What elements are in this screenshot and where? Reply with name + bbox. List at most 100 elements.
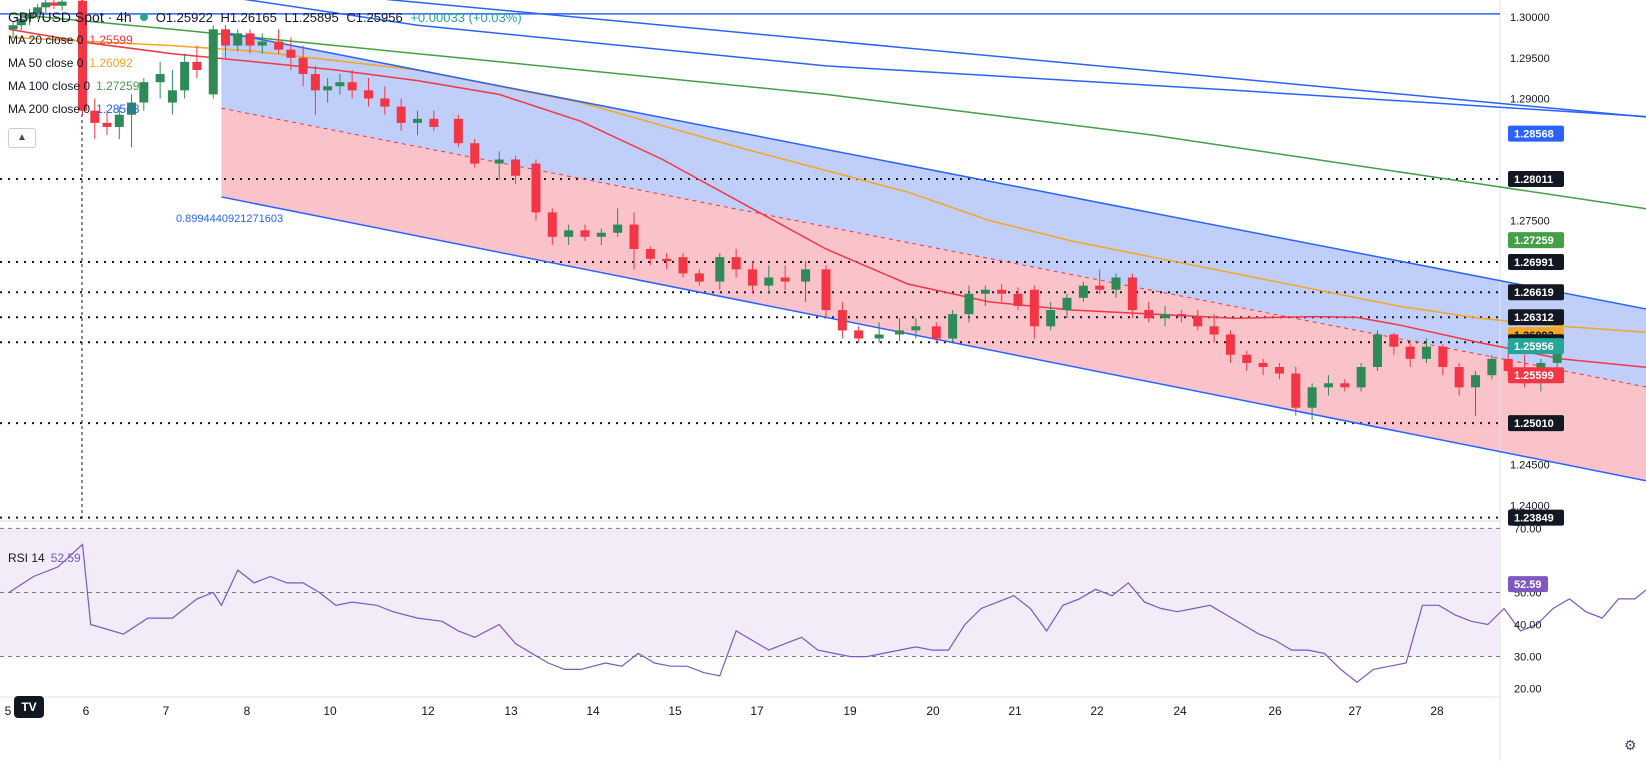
candle-body [1176,314,1186,317]
legend-value: 1.28568 [96,102,140,116]
candle-body [245,33,255,46]
candle-body [821,269,831,311]
candle-body [16,18,26,26]
price-badge-label: 1.28011 [1514,174,1553,186]
candle-body [948,314,958,339]
rsi-tick-label: 20.00 [1514,684,1542,696]
legend-label: MA 100 close 0 [8,79,91,93]
candle-body [895,330,905,335]
candle-body [33,7,43,14]
candle-body [470,143,480,164]
fib-level-label: 0.8994440921271603 [176,213,284,225]
high-value: H1.26165 [220,9,277,25]
candle-body [323,86,333,91]
candle-body [964,293,974,315]
candle-body [453,118,463,144]
time-tick-label: 27 [1348,704,1362,718]
time-tick-label: 15 [668,704,682,718]
chart-header: GBP/USD Spot · 4h O1.25922 H1.26165 L1.2… [8,9,526,25]
chevron-up-icon: ▲ [17,132,27,143]
symbol-title[interactable]: GBP/USD Spot · 4h [8,9,132,25]
legend-ma100[interactable]: MA 100 close 0 1.27259 [8,79,139,93]
candle-body [629,224,639,250]
candle-body [531,163,541,213]
channel-line [221,107,1646,388]
candle-body [801,269,811,282]
ma200-line [243,0,1646,118]
ma50-line [8,36,1646,333]
time-tick-label: 20 [926,704,940,718]
candle-body [613,224,623,233]
candle-body [347,82,357,91]
candle-body [1340,383,1350,388]
candle-body [127,102,137,115]
legend-ma20[interactable]: MA 20 close 0 1.25599 [8,33,133,47]
candle-body [298,57,308,75]
candle-body [1013,293,1023,306]
time-tick-label: 5 [5,704,12,718]
candle-body [429,118,439,127]
price-tick-label: 1.24500 [1510,460,1550,472]
price-badge [1508,338,1564,355]
time-tick-label: 12 [421,704,435,718]
time-tick-label: 19 [843,704,857,718]
candle-body [1029,289,1039,327]
channel-line [384,0,1646,118]
candle-body [1242,354,1252,363]
legend-ma50[interactable]: MA 50 close 0 1.26092 [8,56,133,70]
price-badge [1508,125,1564,142]
price-badge-label: 1.28568 [1514,129,1554,141]
legend-ma200[interactable]: MA 200 close 0 1.28568 [8,102,139,116]
candle-body [1503,358,1513,372]
candle-body [335,82,345,87]
candle-body [78,0,88,111]
rsi-legend-value: 52.59 [50,551,81,565]
rsi-line [8,543,1646,683]
price-badge-label: 1.27259 [1514,235,1554,247]
gear-icon[interactable]: ⚙ [1624,737,1637,753]
price-badge [1508,232,1564,249]
tradingview-logo-icon[interactable]: TV [14,696,44,718]
candle-body [1078,285,1088,298]
ma100-line [8,13,1646,210]
time-tick-label: 22 [1090,704,1104,718]
price-badge-label: 1.26312 [1514,312,1554,324]
candle-body [274,41,284,50]
change-value: +0.00033 (+0.03%) [410,9,522,25]
price-badge-label: 1.25010 [1514,418,1554,430]
price-tick-label: 1.24000 [1510,500,1550,512]
rsi-legend[interactable]: RSI 14 52.59 [8,551,81,565]
legend-collapse-button[interactable]: ▲ [8,128,36,148]
candle-body [715,257,725,282]
candle-body [1421,346,1431,359]
time-tick-label: 7 [163,704,170,718]
candle-body [780,277,790,282]
candle-body [1307,387,1317,408]
candle-body [837,310,847,331]
legend-label: MA 50 close 0 [8,56,84,70]
candle-body [139,82,149,103]
candle-body [41,2,51,8]
candle-body [694,273,704,282]
candle-body [1062,297,1072,311]
price-tick-label: 1.27500 [1510,216,1550,228]
candle-body [997,289,1007,294]
candle-body [192,61,202,70]
price-badge [1508,509,1564,526]
channel-lower-fill [221,108,1646,481]
candle-body [1111,277,1121,290]
candle-body [1291,373,1301,408]
rsi-tick-label: 70.00 [1514,523,1542,535]
legend-value: 1.26092 [89,56,133,70]
candle-body [363,90,373,99]
close-value: C1.25956 [346,9,403,25]
market-status-dot-icon [139,13,148,21]
candle-body [90,110,100,123]
legend-label: MA 200 close 0 [8,102,91,116]
price-badge [1508,284,1564,301]
time-tick-label: 6 [83,704,90,718]
candle-body [911,326,921,331]
candle-body [678,257,688,274]
candle-body [413,118,422,123]
